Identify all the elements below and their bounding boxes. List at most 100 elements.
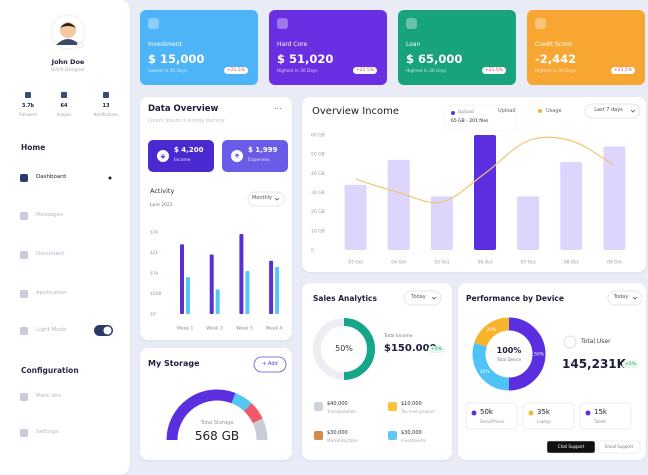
stat-value: 13 — [102, 103, 110, 109]
card-icon — [148, 18, 159, 29]
x-tick-label: 03 Oct — [348, 260, 363, 266]
nav-item[interactable]: Light Mode — [36, 327, 67, 333]
nav-item[interactable]: Dashboard — [36, 174, 66, 180]
gauge-segment — [166, 389, 236, 441]
bar — [387, 159, 410, 250]
bar — [344, 184, 367, 250]
bar — [269, 260, 274, 314]
device-label: SmartPhone — [480, 419, 505, 424]
nav-icon — [20, 174, 28, 182]
legend-label: Usage — [546, 108, 562, 114]
card-icon — [277, 18, 288, 29]
item-label: Investments — [401, 438, 426, 443]
card-title: Investment — [148, 41, 182, 48]
x-tick-label: 06 Oct — [478, 260, 493, 266]
card-title: Hard Core — [277, 41, 308, 48]
device-dot — [585, 410, 591, 416]
card — [527, 10, 645, 85]
nav-item[interactable]: Mark dev — [36, 393, 62, 399]
card-amount: -2,442 — [535, 52, 577, 66]
dropdown[interactable]: Today — [411, 294, 426, 300]
item-amount: $10,000 — [401, 401, 422, 407]
nav-item[interactable]: Document — [36, 251, 65, 257]
card-amount: $ 51,020 — [277, 52, 334, 66]
nav-icon — [20, 212, 28, 220]
nav-item[interactable]: Application — [36, 290, 67, 296]
x-tick-label: Week 4 — [266, 326, 283, 332]
device-box — [579, 402, 632, 430]
device-label: Laptop — [537, 419, 551, 424]
legend-dot — [538, 109, 542, 113]
dropdown-box — [403, 290, 442, 306]
x-tick-label: Week 1 — [177, 326, 194, 332]
support-button-label[interactable]: Email Support — [604, 444, 634, 449]
device-value: 35k — [537, 408, 550, 416]
gauge-segment — [252, 418, 268, 441]
dropdown[interactable]: Today — [613, 294, 629, 300]
device-value: 50k — [480, 408, 493, 416]
card-title: Loan — [406, 41, 421, 48]
x-tick-label: Week 3 — [236, 326, 253, 332]
dropdown-caret — [632, 296, 638, 300]
line — [355, 136, 615, 204]
device-box — [465, 402, 518, 430]
x-tick-label: 08 Oct — [564, 260, 579, 266]
item-amount: $30,000 — [327, 430, 348, 436]
tooltip-text: 65 GB - 201 files — [451, 119, 489, 124]
stat-icon — [25, 92, 31, 98]
nav-icon — [20, 327, 28, 335]
device-label: Tablet — [594, 419, 606, 424]
x-tick-label: 09 Oct — [607, 260, 622, 266]
menu[interactable]: ... — [274, 102, 282, 111]
dropdown-box — [607, 290, 643, 306]
item-label: Marketing tales — [327, 438, 358, 443]
item-amount: $30,000 — [401, 430, 422, 436]
change-pill: +21.5% — [224, 67, 249, 74]
active-dot — [108, 176, 112, 180]
device-value: 15k — [594, 408, 607, 416]
avatar-badge — [76, 41, 84, 49]
item-icon — [314, 431, 323, 440]
total-value: $150.000 — [384, 343, 437, 354]
item-icon — [314, 402, 323, 411]
change-pill: +5% — [428, 346, 445, 353]
donut-label: 50% — [335, 344, 353, 353]
nav-item[interactable]: Messages — [36, 212, 63, 218]
bar — [603, 146, 626, 250]
activity-period: June 2021 — [150, 203, 173, 208]
card-icon — [406, 18, 417, 29]
donut-center: 100% — [496, 346, 522, 355]
stat-value: 3.7k — [21, 103, 35, 109]
nav-icon — [20, 251, 28, 259]
card-note: Highest in 30 Days — [406, 69, 447, 74]
profile-role: UI/UX Designer — [50, 68, 86, 73]
bar — [560, 161, 583, 250]
panel-title: Performance by Device — [466, 294, 564, 303]
y-tick-label: 50 GB — [311, 152, 325, 158]
dropdown[interactable]: Monthly — [251, 195, 273, 201]
nav-item[interactable]: Settings — [36, 429, 59, 435]
total-value: 145,231K — [562, 357, 626, 371]
donut-segment — [474, 317, 510, 348]
bar — [474, 135, 496, 250]
legend-label: Upload — [498, 108, 516, 114]
support-button-label[interactable]: Chat Support — [557, 444, 585, 449]
bar — [245, 270, 250, 314]
dropdown-caret — [431, 296, 437, 300]
stat-icon — [103, 92, 109, 98]
stat-label: Followers — [18, 112, 38, 117]
y-tick-label: 20 GB — [311, 209, 325, 215]
card — [140, 10, 258, 85]
x-tick-label: Week 2 — [206, 326, 223, 332]
add-button-label[interactable]: + Add — [262, 361, 278, 367]
device-dot — [528, 410, 534, 416]
bar — [275, 266, 280, 314]
card-amount: $ 15,000 — [148, 52, 205, 66]
dropdown[interactable]: Last 7 days — [594, 107, 623, 113]
item-amount: $40,000 — [327, 401, 348, 407]
donut-segment — [472, 342, 510, 391]
avatar-hair — [60, 23, 76, 28]
stat-label: Images — [56, 112, 72, 117]
segment-label: 30% — [480, 369, 491, 375]
dropdown-caret — [274, 197, 280, 201]
